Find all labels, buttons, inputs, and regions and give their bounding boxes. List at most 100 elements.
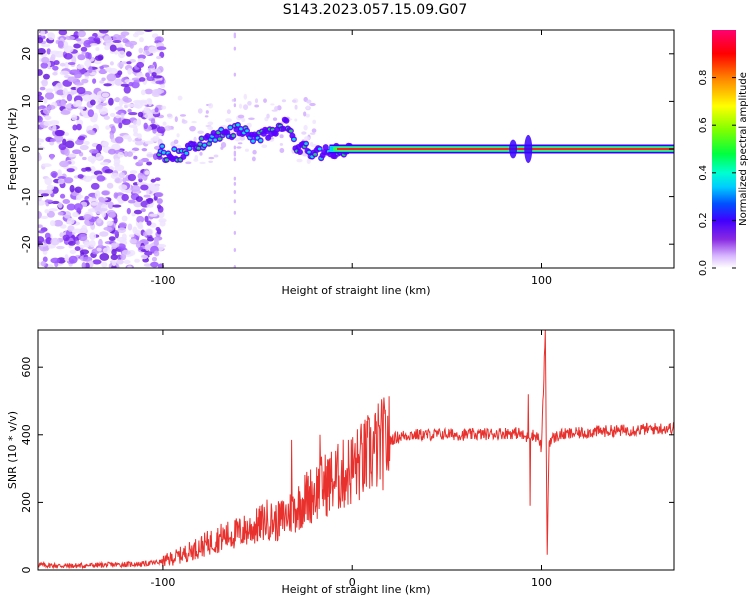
noise-blob: [114, 177, 123, 184]
ridge-core: [164, 158, 169, 162]
noise-blob: [154, 192, 164, 198]
noise-blob: [109, 112, 116, 118]
noise-blob: [135, 229, 141, 236]
noise-blob: [64, 61, 69, 70]
faint-blob: [204, 115, 209, 118]
noise-blob: [94, 55, 104, 61]
snr-x-tick-label: -100: [150, 576, 175, 589]
faint-blob: [281, 99, 287, 103]
noise-blob: [66, 153, 77, 158]
noise-blob: [47, 32, 56, 41]
noise-blob: [59, 193, 66, 199]
noise-blob: [131, 81, 140, 89]
colorbar-tick-label: 0.4: [698, 165, 709, 181]
noise-blob: [77, 30, 86, 38]
noise-blob: [65, 35, 75, 41]
noise-blob: [144, 140, 154, 145]
noise-blob: [146, 236, 155, 242]
noise-blob: [132, 119, 138, 126]
noise-blob: [82, 156, 87, 161]
noise-blob: [76, 86, 86, 95]
noise-blob: [118, 50, 126, 59]
noise-blob: [153, 250, 160, 257]
noise-blob: [133, 200, 143, 208]
noise-blob: [129, 170, 138, 174]
noise-blob: [101, 190, 110, 196]
noise-blob: [52, 65, 59, 71]
colorbar-ticks: 0.0 0.2 0.4 0.6 0.8: [698, 70, 736, 276]
noise-blob: [112, 40, 122, 44]
faint-blob: [234, 137, 241, 142]
ridge-core: [236, 123, 240, 127]
noise-blob: [133, 103, 140, 108]
faint-blob: [179, 114, 187, 117]
noise-blob: [49, 220, 56, 227]
noise-blob: [136, 215, 145, 224]
faint-blob: [226, 109, 231, 115]
noise-blob: [72, 211, 79, 218]
noise-blob: [127, 173, 137, 182]
noise-blob: [82, 90, 92, 96]
noise-blob: [160, 84, 166, 89]
faint-blob: [205, 110, 209, 114]
stripe-blob: [233, 190, 237, 195]
noise-blob: [128, 112, 138, 116]
noise-blob: [132, 33, 139, 38]
noise-blob: [51, 200, 60, 205]
ridge-core: [307, 150, 311, 154]
faint-blob: [301, 131, 307, 135]
noise-blob: [99, 231, 109, 237]
noise-blob: [96, 98, 101, 105]
noise-blob: [98, 196, 105, 202]
noise-blob: [38, 69, 43, 76]
noise-blob: [84, 60, 92, 67]
noise-blob: [43, 120, 53, 127]
noise-blob: [57, 169, 62, 176]
ridge-core: [160, 144, 164, 148]
noise-blob: [154, 107, 159, 113]
faint-blob: [303, 124, 308, 131]
noise-blob: [96, 175, 106, 182]
noise-blob: [109, 61, 114, 66]
noise-blob: [40, 215, 49, 220]
noise-blob: [101, 141, 109, 147]
faint-blob: [266, 113, 270, 119]
noise-blob: [103, 83, 112, 87]
faint-blob: [272, 117, 278, 121]
faint-blob: [247, 100, 252, 106]
noise-blob: [136, 72, 144, 79]
noise-blob: [105, 125, 110, 130]
noise-blob: [49, 138, 56, 143]
noise-blob: [105, 67, 113, 73]
faint-blob: [294, 104, 298, 110]
faint-blob: [296, 158, 303, 163]
noise-blob: [127, 108, 132, 113]
ridge-core: [213, 138, 217, 142]
noise-blob: [144, 251, 153, 256]
noise-blob: [126, 207, 131, 215]
noise-blob: [85, 51, 90, 59]
spectrogram-x-tick-label: 100: [531, 274, 552, 287]
noise-blob: [148, 64, 155, 69]
noise-blob: [89, 232, 97, 241]
noise-blob: [75, 38, 82, 42]
noise-blob: [41, 163, 52, 168]
noise-blob: [112, 34, 121, 42]
noise-blob: [156, 204, 162, 210]
noise-blob: [40, 62, 49, 69]
stripe-blob: [233, 230, 237, 235]
snr-panel: -100 0 100 0 200 400 600 Height of straight l…: [6, 329, 675, 596]
noise-blob: [77, 174, 84, 179]
noise-blob: [75, 196, 82, 201]
noise-blob: [50, 237, 60, 246]
faint-blob: [207, 126, 214, 131]
noise-blob: [38, 230, 45, 234]
noise-blob: [52, 71, 58, 76]
noise-blob: [74, 82, 84, 86]
stripe-blob: [233, 72, 237, 77]
noise-blob: [120, 253, 127, 261]
noise-blob: [123, 259, 131, 264]
noise-blob: [146, 220, 152, 226]
noise-blob: [59, 160, 70, 168]
faint-blob: [225, 118, 232, 123]
